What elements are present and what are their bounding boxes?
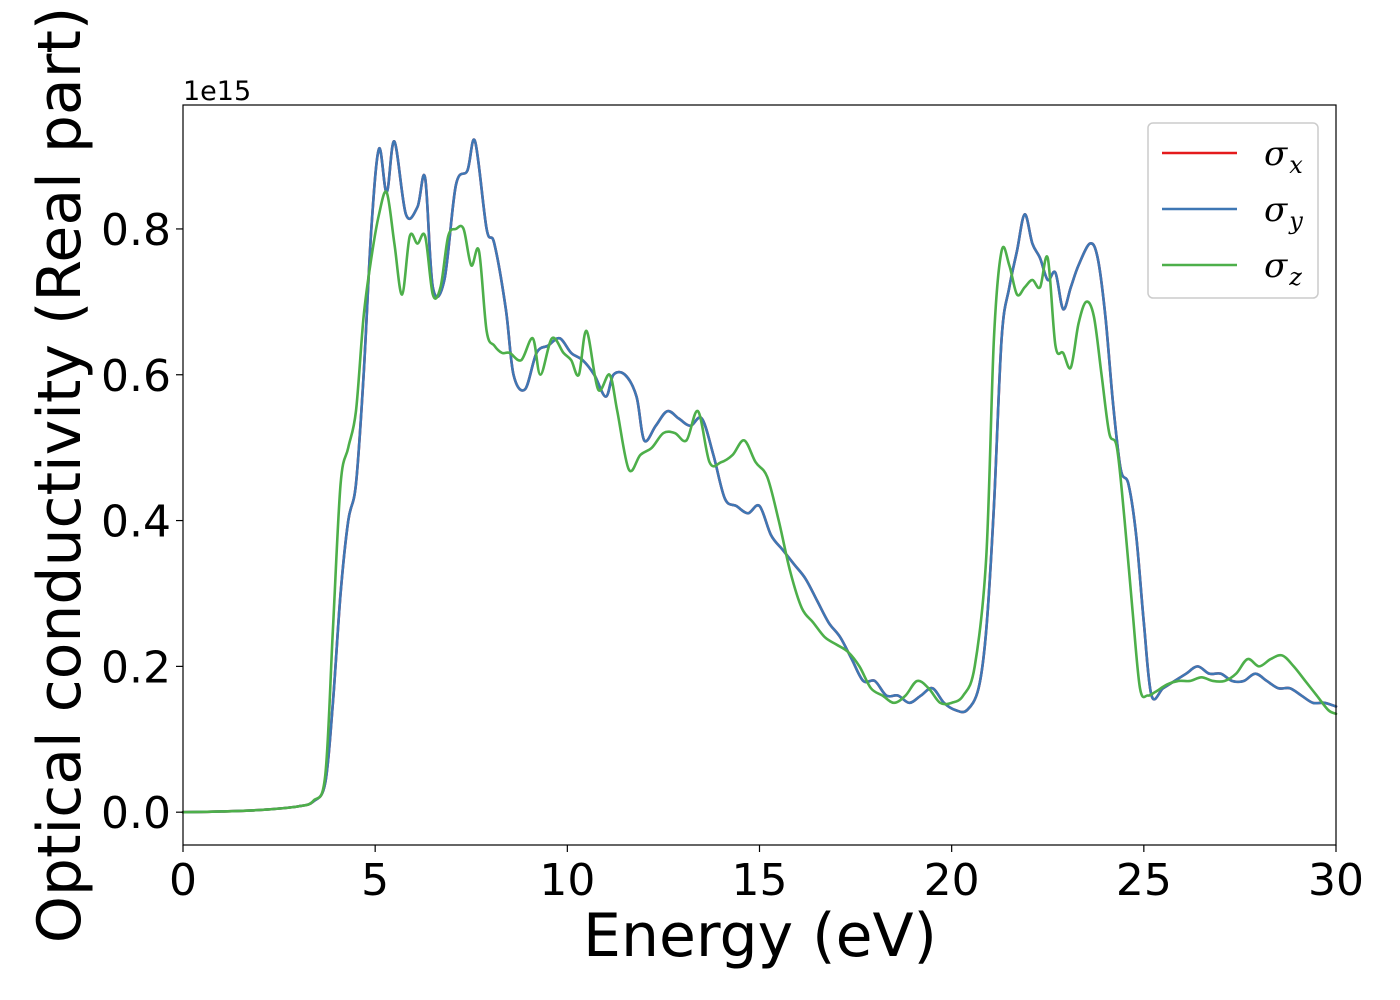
legend-entries: σx σy σz — [1162, 134, 1303, 291]
y-tick-label: 0.4 — [101, 497, 171, 548]
x-tick-label: 15 — [732, 855, 788, 906]
y-axis-label: Optical conductivity (Real part) — [25, 7, 95, 944]
legend-box — [1147, 122, 1319, 299]
x-axis-label: Energy (eV) — [583, 901, 937, 971]
legend-label-0: σx — [1264, 134, 1303, 179]
x-tick-label: 20 — [924, 855, 980, 906]
legend-label-1: σy — [1264, 190, 1303, 235]
series-line-2 — [181, 190, 1338, 814]
legend-label-2: σz — [1264, 246, 1302, 291]
x-tick-label: 25 — [1116, 855, 1172, 906]
x-tick-label: 5 — [361, 855, 389, 906]
legend: σx σy σz — [1147, 122, 1319, 299]
y-offset-label: 1e15 — [183, 76, 251, 107]
x-ticks: 0 5 10 15 20 25 30 — [169, 845, 1364, 906]
y-tick-label: 0.6 — [101, 351, 171, 402]
y-ticks: 0.0 0.2 0.4 0.6 0.8 — [101, 205, 183, 839]
series-layer — [181, 138, 1338, 814]
x-tick-label: 30 — [1308, 855, 1364, 906]
y-tick-label: 0.8 — [101, 205, 171, 256]
y-tick-label: 0.0 — [101, 788, 171, 839]
x-tick-label: 10 — [539, 855, 595, 906]
y-tick-label: 0.2 — [101, 642, 171, 693]
x-tick-label: 0 — [169, 855, 197, 906]
series-line-1 — [181, 138, 1338, 814]
